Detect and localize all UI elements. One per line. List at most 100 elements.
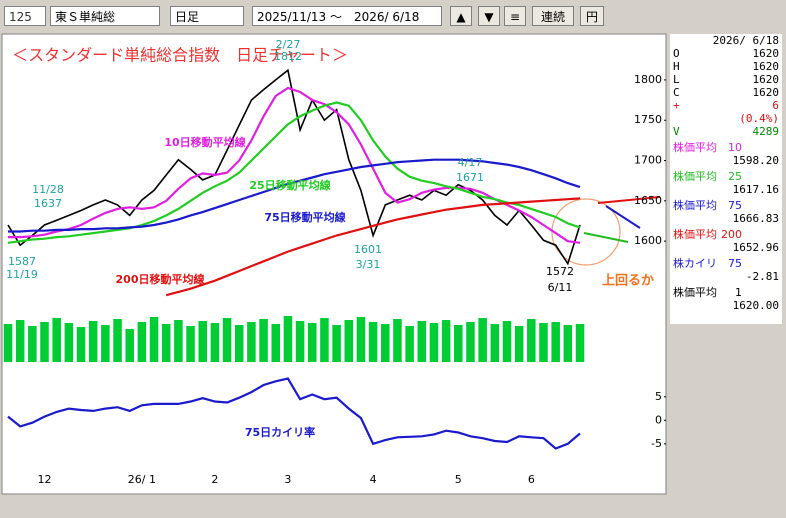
period-select[interactable]: 日足 (170, 6, 244, 26)
bar (222, 318, 232, 362)
bar (539, 323, 548, 362)
annotation: 上回るか (602, 274, 654, 289)
code-field[interactable]: 125 (4, 6, 46, 26)
indicator-name-row-label: 株価平均 (673, 199, 717, 212)
bar (332, 325, 341, 362)
annotation: 2/27 (276, 38, 301, 51)
bar (198, 321, 207, 362)
bar (64, 323, 74, 362)
bar (307, 323, 317, 362)
x-tick-label: 6 (528, 473, 535, 486)
bar (137, 322, 147, 362)
indicator-value-row-value: 1652.96 (732, 241, 779, 254)
indicator-name-row-value: 200 (721, 228, 742, 241)
x-tick-label: 26/ 1 (128, 473, 156, 486)
y-tick-label: 0 (655, 413, 662, 426)
chart-title: ＜スタンダード単純総合指数 日足チャート＞ (12, 46, 348, 65)
bar (551, 322, 560, 362)
series-line (165, 197, 581, 297)
series-line (7, 377, 581, 450)
indicator-name-row: 株カイリ 75 (670, 257, 782, 270)
indicator-value-row-value: -2.81 (745, 270, 779, 283)
bar (405, 326, 414, 362)
series-line (8, 158, 581, 233)
bar (271, 324, 281, 362)
bar (125, 329, 134, 362)
menu-button[interactable]: ≡ (504, 6, 526, 26)
annotation: 11/28 (32, 183, 64, 196)
bar (40, 322, 49, 362)
indicator-value-row: -2.81 (670, 270, 782, 283)
ohlc-row-value: 1620 (752, 60, 780, 73)
bar (247, 322, 256, 362)
ohlc-row-value: 1620 (752, 73, 780, 86)
annotation: 1587 (8, 255, 36, 268)
y-tick-label: 1800 (634, 73, 662, 86)
series-label: 75日カイリ率 (245, 425, 315, 439)
indicator-name-row: 株価平均 10 (670, 141, 782, 154)
continuous-button[interactable]: 連続 (532, 6, 574, 26)
annotation: 1812 (274, 50, 302, 63)
date-row: 2026/ 6/18 (670, 34, 782, 47)
bar (417, 321, 427, 362)
indicator-name-row: 株価平均 25 (670, 170, 782, 183)
y-tick-label: 1700 (634, 154, 662, 167)
indicator-value-row-value: 1666.83 (732, 212, 779, 225)
bar (295, 321, 305, 362)
indicator-name-row: 株価平均 75 (670, 199, 782, 212)
up-button[interactable]: ▲ (450, 6, 472, 26)
bar (186, 326, 195, 362)
x-tick-label: 4 (370, 473, 377, 486)
projection-line (597, 196, 661, 204)
ohlc-row: O 1620 (670, 47, 782, 60)
info-panel: 2026/ 6/18 O 1620 H 1620 L 1620 C 1620 +6 (0.4%) V 4… (670, 34, 782, 324)
bar (393, 319, 402, 362)
series-line (7, 101, 581, 244)
volume-row-label: V (673, 125, 680, 138)
indicator-value-row: 1620.00 (670, 299, 782, 312)
bar (149, 317, 159, 362)
ohlc-row-value: 1620 (752, 47, 780, 60)
bar (490, 324, 500, 362)
annotation: 3/31 (356, 258, 381, 271)
ohlc-row-label: O (673, 47, 680, 60)
y-tick-label: 1600 (634, 234, 662, 247)
ohlc-row: H 1620 (670, 60, 782, 73)
indicator-value-row: 1598.20 (670, 154, 782, 167)
indicator-name-row-value: 75 (728, 199, 742, 212)
bar (478, 318, 487, 362)
bar (320, 318, 329, 362)
x-tick-label: 2 (211, 473, 218, 486)
change-pct-row-value: (0.4%) (739, 112, 779, 125)
y-tick-label: 1750 (634, 113, 662, 126)
indicator-value-row: 1617.16 (670, 183, 782, 196)
range-field[interactable]: 2025/11/13 ～ 2026/ 6/18 (252, 6, 442, 26)
highlight-ellipse (551, 198, 621, 266)
annotation: 1637 (34, 197, 62, 210)
ohlc-row: C 1620 (670, 86, 782, 99)
annotation: 11/19 (6, 268, 38, 281)
series-line (8, 86, 581, 244)
series-label: 75日移動平均線 (264, 210, 345, 224)
annotation: 6/11 (548, 281, 573, 294)
yen-button[interactable]: 円 (580, 6, 604, 26)
bar (15, 320, 25, 362)
change-row: +6 (670, 99, 782, 112)
down-button[interactable]: ▼ (478, 6, 500, 26)
indicator-value-row-value: 1620.00 (732, 299, 779, 312)
indicator-value-row-value: 1598.20 (732, 154, 779, 167)
bar (381, 324, 390, 362)
bar (161, 324, 171, 362)
name-field[interactable]: 東Ｓ単純総 (50, 6, 160, 26)
bar (575, 324, 585, 362)
series-label: 10日移動平均線 (164, 135, 245, 149)
indicator-name-row-label: 株価平均 (673, 228, 717, 241)
bar (88, 321, 98, 362)
bar (234, 325, 244, 362)
ohlc-row: L 1620 (670, 73, 782, 86)
bar (101, 325, 110, 362)
bar (441, 320, 451, 362)
bar (3, 324, 13, 362)
bar (344, 320, 354, 362)
